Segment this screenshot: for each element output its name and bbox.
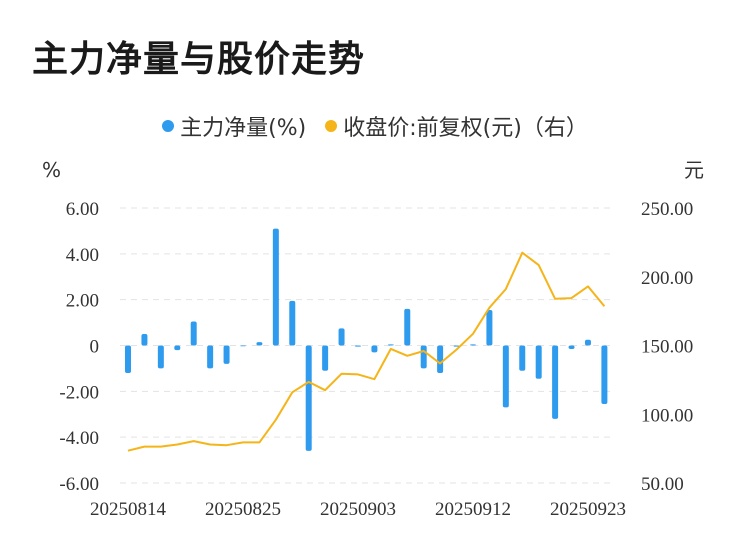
price-line — [127, 251, 606, 452]
bar — [157, 345, 164, 369]
bar — [486, 309, 493, 346]
legend-item-line[interactable]: 收盘价:前复权(元)（右） — [325, 110, 588, 142]
chart-legend: 主力净量(%) 收盘价:前复权(元)（右） — [0, 110, 750, 142]
legend-label-line: 收盘价:前复权(元)（右） — [343, 116, 588, 141]
bar — [601, 345, 608, 404]
bar — [371, 345, 378, 353]
legend-item-bar[interactable]: 主力净量(%) — [162, 110, 306, 142]
bar — [437, 345, 444, 373]
left-tick-label: 2.00 — [66, 291, 99, 312]
legend-dot-bar — [162, 120, 175, 132]
right-tick-label: 50.00 — [641, 474, 684, 495]
bar — [322, 345, 329, 371]
bar — [502, 345, 509, 408]
bar — [272, 228, 279, 346]
right-tick-label: 100.00 — [641, 405, 693, 426]
bar — [552, 345, 559, 419]
left-tick-label: 4.00 — [66, 245, 99, 266]
x-tick-label: 20250912 — [435, 499, 511, 520]
bar — [190, 321, 197, 346]
right-axis-ticks: 250.00 200.00 150.00 100.00 50.00 — [641, 199, 693, 495]
bar — [125, 345, 131, 373]
bar — [256, 342, 263, 346]
left-tick-label: -6.00 — [59, 474, 99, 495]
chart-title: 主力净量与股价走势 — [32, 39, 366, 80]
left-axis-unit: % — [42, 158, 61, 182]
bar — [223, 345, 230, 364]
legend-label-bar: 主力净量(%) — [180, 116, 307, 141]
bar-series — [125, 228, 608, 451]
bar — [469, 344, 476, 346]
x-axis-ticks: 20250814 20250825 20250903 20250912 20250923 — [90, 499, 626, 520]
bar — [404, 308, 411, 346]
x-tick-label: 20250825 — [205, 499, 281, 520]
x-tick-label: 20250923 — [550, 499, 626, 520]
x-tick-label: 20250814 — [90, 499, 167, 520]
right-axis-unit: 元 — [684, 158, 704, 182]
left-tick-label: -2.00 — [59, 382, 99, 403]
x-tick-label: 20250903 — [320, 499, 396, 520]
bar — [305, 345, 312, 451]
bar — [519, 345, 526, 371]
line-series — [127, 251, 606, 452]
right-tick-label: 150.00 — [641, 337, 693, 358]
bar — [584, 339, 591, 346]
bar — [387, 344, 394, 346]
bar — [568, 345, 575, 349]
legend-dot-line — [325, 120, 338, 132]
right-tick-label: 250.00 — [641, 199, 693, 220]
gridlines — [120, 207, 612, 484]
bar — [354, 345, 361, 347]
right-tick-label: 200.00 — [641, 268, 693, 289]
bar — [289, 300, 296, 346]
left-tick-label: 6.00 — [66, 199, 99, 220]
bar — [239, 345, 246, 347]
bar — [535, 345, 542, 379]
bar — [420, 345, 427, 369]
left-tick-label: -4.00 — [59, 428, 99, 449]
bar — [207, 345, 214, 369]
bar — [174, 345, 181, 351]
bar — [338, 328, 345, 346]
bar — [141, 334, 148, 346]
bar — [453, 345, 460, 347]
left-axis-ticks: 6.00 4.00 2.00 0 -2.00 -4.00 -6.00 — [59, 199, 99, 495]
left-tick-label: 0 — [90, 337, 100, 358]
